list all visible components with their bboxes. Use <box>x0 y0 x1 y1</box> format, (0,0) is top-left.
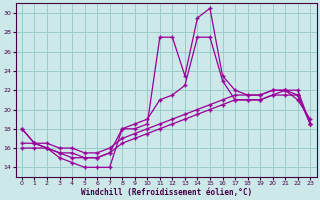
X-axis label: Windchill (Refroidissement éolien,°C): Windchill (Refroidissement éolien,°C) <box>81 188 252 197</box>
